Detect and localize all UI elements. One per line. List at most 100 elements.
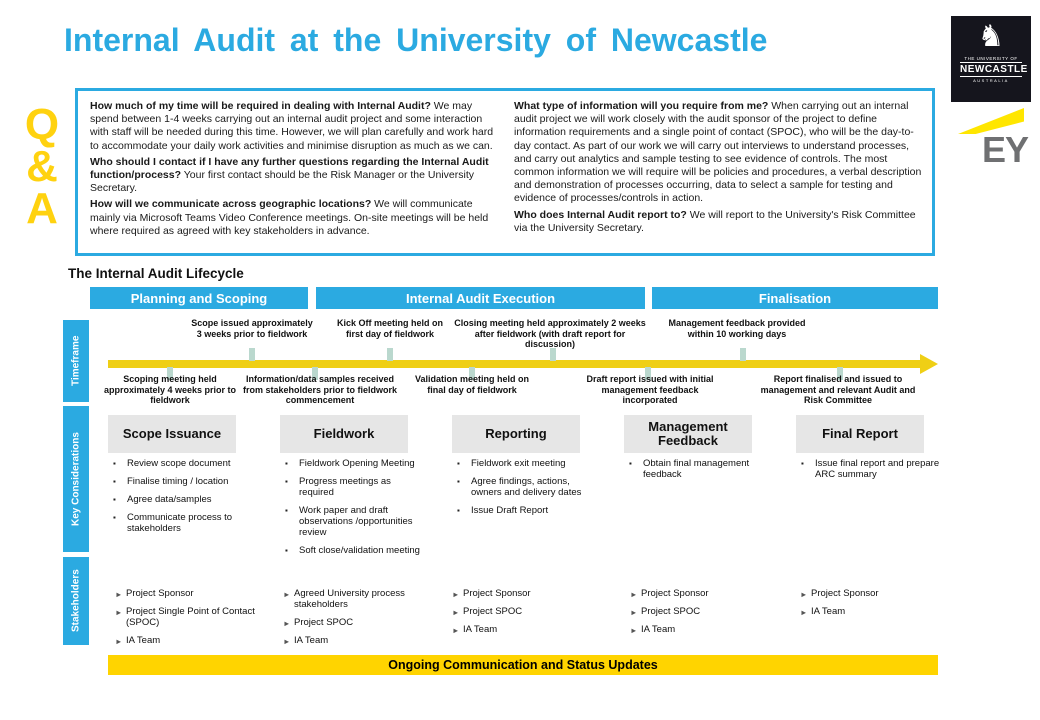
qa-item: How much of my time will be required in … bbox=[90, 100, 498, 153]
key-considerations-management-feedback: Obtain final management feedback bbox=[628, 458, 768, 487]
list-item: Finalise timing / location bbox=[112, 476, 252, 487]
list-item: Agree data/samples bbox=[112, 494, 252, 505]
row-label-stakeholders: Stakeholders bbox=[63, 557, 89, 645]
list-item: Issue Draft Report bbox=[456, 505, 596, 516]
newcastle-horse-icon: ♞ bbox=[977, 20, 1005, 53]
timeline-arrowhead-icon bbox=[920, 354, 938, 374]
qa-vertical-label: Q & A bbox=[18, 100, 66, 233]
ey-logo: EY bbox=[956, 106, 1029, 178]
timeline-milestone: Information/data samples received from s… bbox=[242, 374, 398, 405]
qa-question: Who should I contact if I have any furth… bbox=[90, 155, 489, 182]
qa-column-right: What type of information will you requir… bbox=[514, 100, 922, 247]
newcastle-logo-line2: NEWCASTLE bbox=[960, 62, 1028, 77]
timeline-milestone: Draft report issued with initial managem… bbox=[586, 374, 714, 405]
timeline-milestone: Scope issued approximately 3 weeks prior… bbox=[191, 318, 313, 339]
list-item: IA Team bbox=[630, 624, 785, 636]
list-item: IA Team bbox=[452, 624, 607, 636]
newcastle-logo-line1: THE UNIVERSITY OF bbox=[964, 56, 1018, 61]
list-item: Project Sponsor bbox=[630, 588, 785, 600]
timeline-milestone: Kick Off meeting held on first day of fi… bbox=[336, 318, 443, 339]
timeline-tick bbox=[249, 348, 255, 361]
list-item: Soft close/validation meeting bbox=[284, 545, 424, 556]
list-item: IA Team bbox=[283, 635, 438, 647]
list-item: Project Sponsor bbox=[452, 588, 607, 600]
list-item: Obtain final management feedback bbox=[628, 458, 768, 480]
qa-item: What type of information will you requir… bbox=[514, 100, 922, 206]
list-item: Project SPOC bbox=[630, 606, 785, 618]
timeline-tick bbox=[469, 367, 475, 380]
qa-answer: We will report to the University's Risk … bbox=[514, 208, 916, 234]
stage-header-fieldwork: Fieldwork bbox=[280, 415, 408, 453]
ongoing-communication-bar: Ongoing Communication and Status Updates bbox=[108, 655, 938, 675]
list-item: Project SPOC bbox=[283, 617, 438, 629]
list-item: Work paper and draft observations /oppor… bbox=[284, 505, 424, 538]
key-considerations-fieldwork: Fieldwork Opening Meeting Progress meeti… bbox=[284, 458, 424, 563]
qa-letter-amp: & bbox=[26, 142, 58, 191]
list-item: Fieldwork Opening Meeting bbox=[284, 458, 424, 469]
stage-header-final-report: Final Report bbox=[796, 415, 924, 453]
qa-item: Who does Internal Audit report to? We wi… bbox=[514, 209, 922, 235]
stakeholders-scope-issuance: Project Sponsor Project Single Point of … bbox=[115, 588, 270, 653]
newcastle-logo-line3: AUSTRALIA bbox=[973, 78, 1009, 83]
newcastle-logo: ♞ THE UNIVERSITY OF NEWCASTLE AUSTRALIA bbox=[951, 16, 1031, 102]
phase-bar-planning: Planning and Scoping bbox=[90, 287, 308, 309]
lifecycle-heading: The Internal Audit Lifecycle bbox=[68, 266, 244, 281]
stakeholders-reporting: Project Sponsor Project SPOC IA Team bbox=[452, 588, 607, 642]
qa-item: Who should I contact if I have any furth… bbox=[90, 156, 498, 196]
list-item: Fieldwork exit meeting bbox=[456, 458, 596, 469]
qa-letter-q: Q bbox=[24, 100, 60, 149]
stage-header-management-feedback: Management Feedback bbox=[624, 415, 752, 453]
timeline-arrow-line bbox=[108, 360, 922, 368]
stakeholders-final-report: Project Sponsor IA Team bbox=[800, 588, 955, 624]
stage-header-scope-issuance: Scope Issuance bbox=[108, 415, 236, 453]
timeline-tick bbox=[167, 367, 173, 380]
key-considerations-scope-issuance: Review scope document Finalise timing / … bbox=[112, 458, 252, 541]
ey-logo-text: EY bbox=[982, 129, 1029, 170]
qa-answer: Your first contact should be the Risk Ma… bbox=[90, 169, 474, 195]
timeline-milestone: Management feedback provided within 10 w… bbox=[668, 318, 806, 339]
qa-item: How will we communicate across geographi… bbox=[90, 198, 498, 238]
list-item: Project Sponsor bbox=[115, 588, 270, 600]
timeline-tick bbox=[550, 348, 556, 361]
qa-answer: We may spend between 1-4 weeks carrying … bbox=[90, 100, 494, 152]
timeline-tick bbox=[740, 348, 746, 361]
stakeholders-fieldwork: Agreed University process stakeholders P… bbox=[283, 588, 438, 653]
qa-question: How much of my time will be required in … bbox=[90, 100, 431, 112]
list-item: Agree findings, actions, owners and deli… bbox=[456, 476, 596, 498]
qa-question: What type of information will you requir… bbox=[514, 100, 769, 112]
list-item: Agreed University process stakeholders bbox=[283, 588, 438, 610]
qa-box: How much of my time will be required in … bbox=[75, 88, 935, 256]
qa-answer: When carrying out an internal audit proj… bbox=[514, 100, 922, 205]
timeline-milestone: Report finalised and issued to managemen… bbox=[760, 374, 916, 405]
list-item: Progress meetings as required bbox=[284, 476, 424, 498]
qa-question: Who does Internal Audit report to? bbox=[514, 208, 687, 221]
qa-column-left: How much of my time will be required in … bbox=[90, 100, 498, 247]
timeline-milestone: Validation meeting held on final day of … bbox=[414, 374, 529, 395]
list-item: Project Sponsor bbox=[800, 588, 955, 600]
list-item: IA Team bbox=[800, 606, 955, 618]
timeline-milestone: Closing meeting held approximately 2 wee… bbox=[454, 318, 646, 349]
list-item: Issue final report and prepare ARC summa… bbox=[800, 458, 940, 480]
timeline-milestone: Scoping meeting held approximately 4 wee… bbox=[103, 374, 237, 405]
list-item: Review scope document bbox=[112, 458, 252, 469]
phase-bar-execution: Internal Audit Execution bbox=[316, 287, 645, 309]
key-considerations-reporting: Fieldwork exit meeting Agree findings, a… bbox=[456, 458, 596, 523]
phase-bar-finalisation: Finalisation bbox=[652, 287, 938, 309]
timeline-tick bbox=[837, 367, 843, 380]
list-item: Project SPOC bbox=[452, 606, 607, 618]
timeline-tick bbox=[645, 367, 651, 380]
qa-question: How will we communicate across geographi… bbox=[90, 198, 372, 211]
timeline-tick bbox=[387, 348, 393, 361]
stakeholders-management-feedback: Project Sponsor Project SPOC IA Team bbox=[630, 588, 785, 642]
key-considerations-final-report: Issue final report and prepare ARC summa… bbox=[800, 458, 940, 487]
qa-answer: We will communicate mainly via Microsoft… bbox=[90, 198, 489, 237]
row-label-timeframe: Timeframe bbox=[63, 320, 89, 402]
row-label-key-considerations: Key Considerations bbox=[63, 406, 89, 552]
qa-letter-a: A bbox=[26, 184, 58, 233]
timeline-tick bbox=[312, 367, 318, 380]
list-item: IA Team bbox=[115, 635, 270, 647]
stage-header-reporting: Reporting bbox=[452, 415, 580, 453]
list-item: Communicate process to stakeholders bbox=[112, 512, 252, 534]
list-item: Project Single Point of Contact (SPOC) bbox=[115, 606, 270, 628]
